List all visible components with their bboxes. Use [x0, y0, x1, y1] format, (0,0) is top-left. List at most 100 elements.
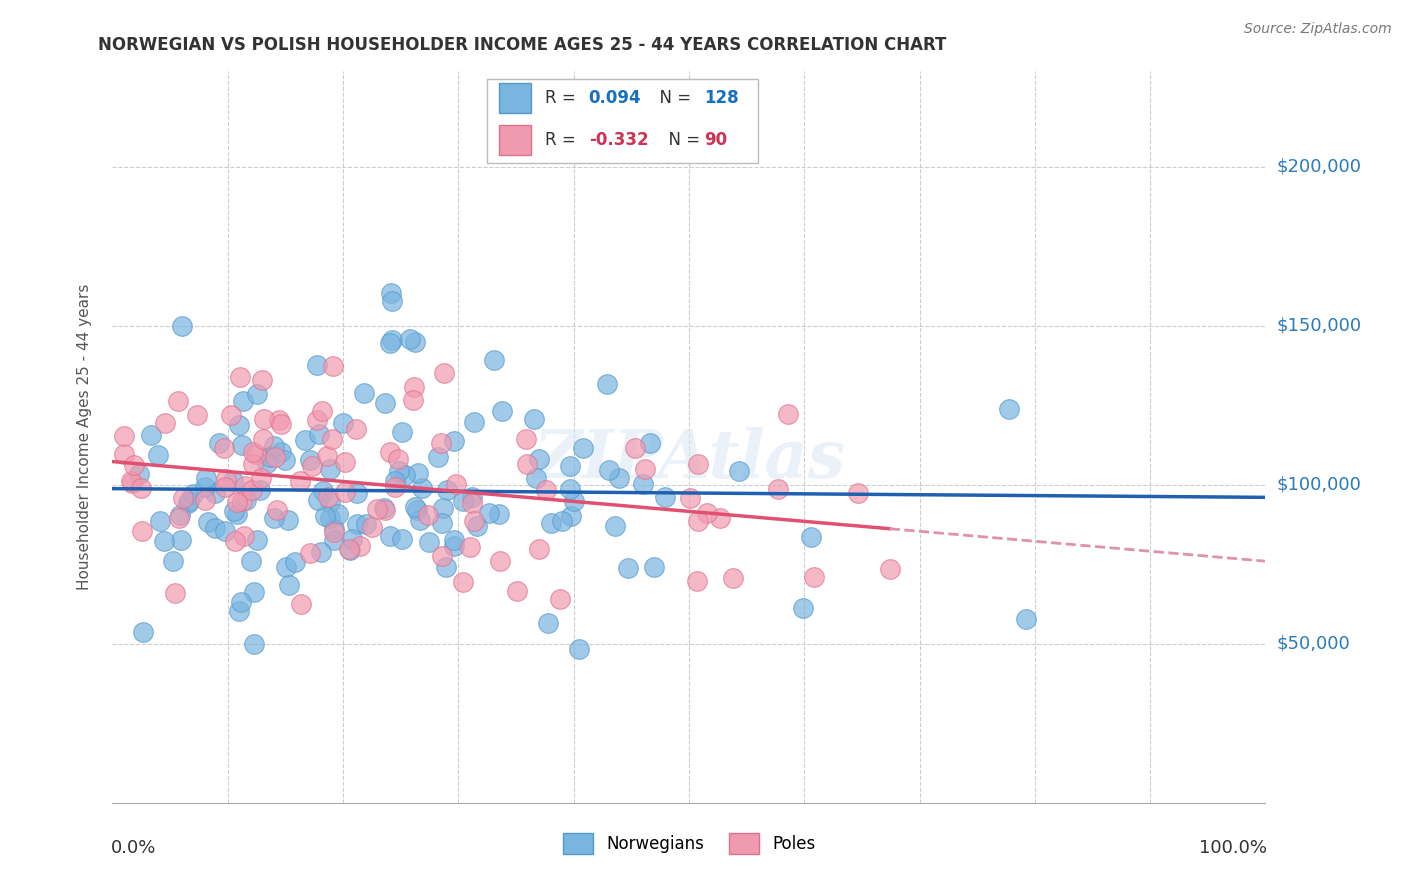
Point — [461, 496, 484, 510]
Point — [524, 471, 547, 485]
Point — [266, 502, 288, 516]
Text: N =: N = — [648, 89, 696, 107]
Point — [353, 385, 375, 400]
Point — [169, 508, 191, 522]
Point — [436, 483, 458, 497]
Point — [132, 625, 155, 640]
Point — [316, 490, 339, 504]
Point — [727, 464, 749, 478]
Point — [139, 428, 162, 442]
Text: 128: 128 — [704, 89, 738, 107]
Point — [204, 521, 226, 535]
Point — [250, 373, 273, 387]
Point — [214, 524, 236, 539]
Point — [121, 476, 143, 491]
Point — [224, 533, 246, 548]
Point — [252, 411, 274, 425]
Point — [408, 466, 430, 480]
Point — [337, 542, 360, 557]
Point — [243, 637, 266, 651]
Point — [307, 412, 329, 426]
Point — [373, 501, 395, 516]
Point — [284, 555, 307, 569]
Point — [491, 404, 513, 418]
Point — [243, 585, 266, 599]
Point — [212, 441, 235, 455]
Point — [177, 494, 200, 508]
Point — [411, 481, 433, 495]
Point — [245, 387, 267, 401]
Point — [339, 543, 361, 558]
Point — [679, 491, 702, 505]
Point — [128, 467, 150, 481]
Point — [250, 471, 273, 485]
Point — [332, 416, 354, 430]
Point — [443, 533, 465, 547]
Point — [374, 396, 396, 410]
Point — [228, 418, 250, 433]
Point — [340, 533, 363, 547]
Point — [534, 483, 557, 497]
Point — [721, 571, 744, 585]
Point — [256, 456, 278, 470]
Point — [560, 483, 582, 497]
Point — [426, 450, 449, 464]
Point — [380, 445, 402, 459]
Point — [399, 332, 422, 346]
Point — [596, 377, 619, 392]
Point — [529, 451, 551, 466]
Point — [245, 448, 267, 462]
Point — [349, 540, 371, 554]
Point — [172, 318, 194, 333]
Point — [432, 516, 454, 530]
Point — [163, 585, 186, 599]
Point — [776, 408, 799, 422]
Point — [197, 515, 219, 529]
Point — [402, 393, 425, 408]
Point — [380, 285, 402, 300]
Point — [800, 530, 823, 544]
Point — [366, 502, 388, 516]
Point — [319, 461, 342, 475]
Legend: Norwegians, Poles: Norwegians, Poles — [555, 827, 823, 860]
Point — [307, 493, 329, 508]
Point — [640, 436, 662, 450]
Point — [319, 511, 342, 525]
Point — [307, 359, 329, 373]
Point — [564, 494, 586, 508]
Point — [418, 535, 440, 549]
Point — [322, 522, 344, 536]
Point — [346, 485, 368, 500]
Point — [194, 480, 217, 494]
Point — [264, 450, 287, 464]
Point — [240, 483, 263, 497]
Point — [323, 524, 346, 539]
Point — [381, 334, 404, 348]
Text: N =: N = — [658, 131, 706, 149]
Point — [252, 432, 274, 446]
Point — [488, 507, 510, 521]
Point — [394, 468, 416, 483]
Point — [333, 485, 356, 500]
Point — [384, 480, 406, 494]
Point — [572, 442, 595, 456]
Point — [404, 500, 426, 515]
Point — [803, 569, 825, 583]
Point — [149, 514, 172, 528]
Point — [430, 549, 453, 563]
Point — [388, 464, 411, 478]
Point — [233, 529, 256, 543]
Point — [322, 359, 344, 373]
Point — [451, 493, 474, 508]
Point — [177, 496, 200, 510]
Text: R =: R = — [546, 89, 581, 107]
Point — [112, 429, 135, 443]
Point — [402, 380, 425, 394]
Point — [242, 457, 264, 471]
Point — [391, 532, 413, 546]
Point — [527, 542, 550, 557]
Point — [558, 458, 581, 473]
Point — [172, 491, 194, 505]
Point — [451, 575, 474, 590]
Point — [232, 393, 254, 408]
